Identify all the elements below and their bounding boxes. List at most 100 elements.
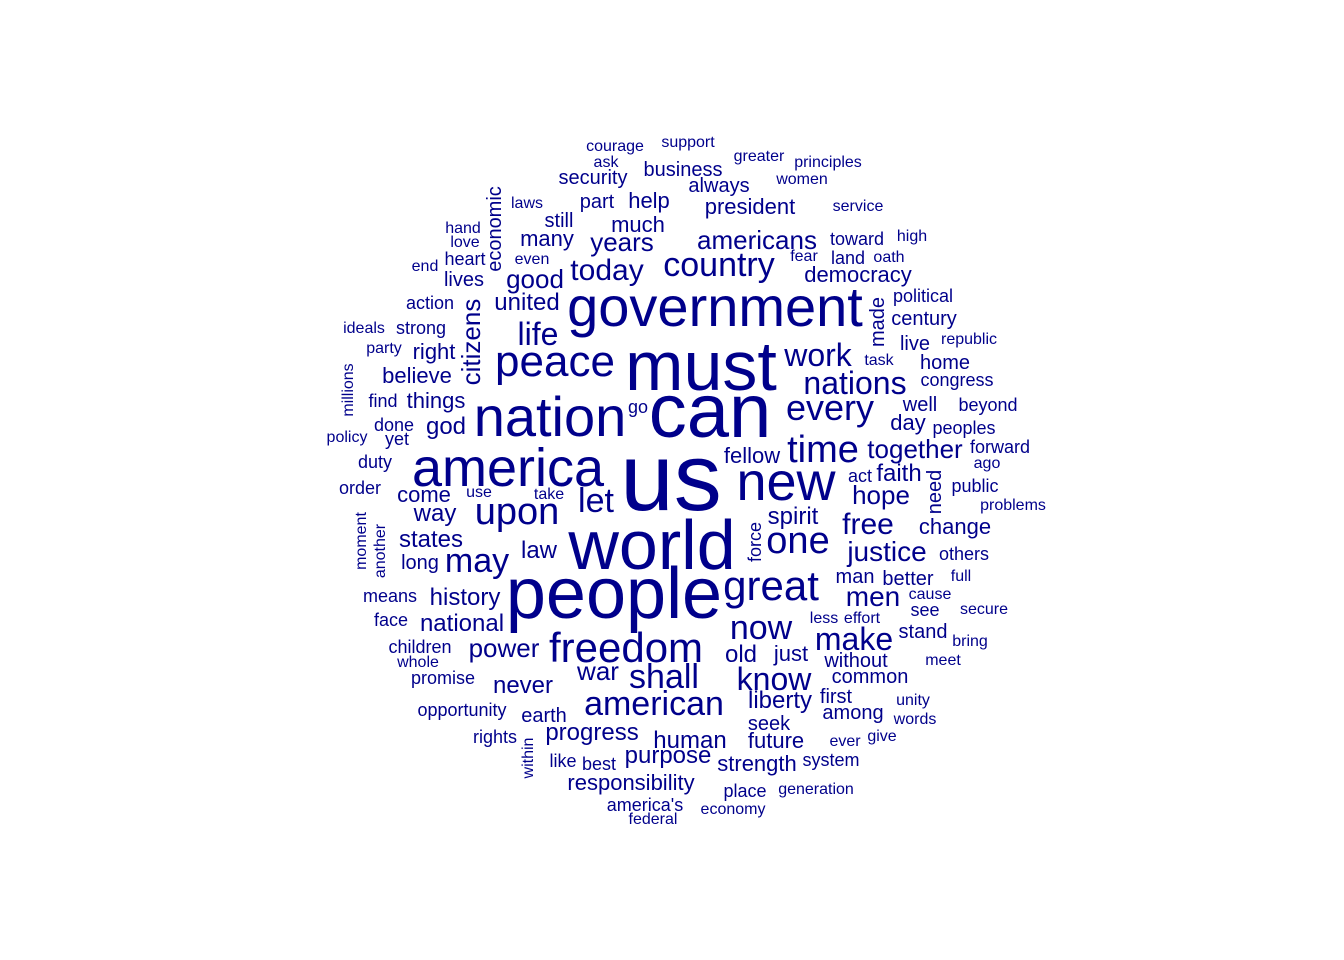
word-effort: effort — [843, 610, 881, 627]
word-long: long — [401, 552, 439, 574]
word-fear: fear — [790, 248, 818, 265]
word-generation: generation — [778, 781, 854, 798]
word-millions: millions — [340, 363, 357, 417]
word-stand: stand — [898, 621, 948, 643]
word-face: face — [373, 610, 409, 630]
word-good: good — [506, 264, 564, 294]
word-must: must — [625, 327, 777, 405]
word-now: now — [729, 609, 793, 647]
word-every: every — [785, 387, 875, 428]
word-yet: yet — [384, 429, 410, 449]
word-greater: greater — [733, 148, 785, 165]
word-high: high — [896, 228, 928, 245]
word-never: never — [492, 672, 554, 699]
word-duty: duty — [357, 452, 393, 472]
word-may: may — [444, 542, 510, 580]
word-can: can — [648, 369, 772, 454]
word-men: men — [845, 581, 901, 612]
word-america: america — [411, 438, 605, 498]
word-work: work — [784, 337, 852, 373]
word-many: many — [520, 226, 574, 251]
word-citizens: citizens — [456, 298, 486, 386]
word-nation: nation — [473, 385, 627, 448]
word-words: words — [893, 711, 937, 728]
word-public: public — [951, 476, 999, 496]
word-full: full — [950, 568, 972, 585]
word-always: always — [688, 175, 750, 197]
word-republic: republic — [940, 331, 998, 348]
word-another: another — [372, 523, 389, 579]
word-economy: economy — [700, 801, 766, 818]
word-whole: whole — [397, 654, 439, 671]
word-children: children — [388, 637, 452, 657]
word-government: government — [567, 275, 863, 338]
word-america-s: america's — [606, 795, 684, 815]
word-order: order — [338, 478, 382, 498]
word-come: come — [397, 482, 451, 507]
word-part: part — [579, 191, 615, 213]
word-principles: principles — [794, 154, 862, 171]
word-among: among — [822, 702, 884, 724]
word-ever: ever — [829, 733, 861, 750]
word-moment: moment — [353, 512, 370, 570]
word-promise: promise — [410, 668, 476, 688]
word-common: common — [831, 666, 909, 688]
word-unity: unity — [896, 692, 930, 709]
word-believe: believe — [382, 363, 452, 388]
word-cause: cause — [908, 586, 952, 603]
word-god: god — [425, 413, 467, 440]
word-united: united — [494, 289, 560, 316]
word-political: political — [892, 286, 954, 306]
word-faith: faith — [876, 460, 922, 487]
word-party: party — [366, 340, 402, 357]
word-democracy: democracy — [804, 262, 912, 287]
word-problems: problems — [980, 497, 1046, 514]
word-nations: nations — [803, 365, 907, 401]
word-law: law — [520, 537, 558, 564]
word-states: states — [398, 526, 464, 553]
word-act: act — [847, 466, 873, 486]
word-american: american — [584, 685, 724, 723]
word-liberty: liberty — [747, 687, 813, 714]
word-together: together — [867, 434, 963, 464]
word-hand: hand — [445, 220, 481, 237]
word-others: others — [938, 544, 990, 564]
word-land: land — [830, 248, 866, 268]
word-economic: economic — [484, 186, 506, 272]
word-go: go — [627, 397, 649, 417]
word-task: task — [864, 352, 894, 369]
word-way: way — [413, 500, 457, 527]
word-things: things — [406, 388, 466, 413]
word-progress: progress — [545, 719, 639, 746]
word-bring: bring — [952, 633, 988, 650]
word-great: great — [723, 562, 819, 609]
word-see: see — [910, 600, 940, 620]
word-system: system — [802, 750, 860, 770]
word-purpose: purpose — [624, 742, 712, 769]
word-security: security — [558, 167, 628, 189]
word-help: help — [628, 188, 670, 213]
word-today: today — [570, 254, 644, 287]
word-made: made — [867, 296, 889, 348]
word-secure: secure — [959, 601, 1009, 618]
word-war: war — [577, 656, 619, 686]
word-let: let — [578, 482, 614, 520]
word-just: just — [773, 641, 809, 666]
word-place: place — [723, 781, 767, 801]
word-use: use — [466, 484, 492, 501]
word-know: know — [736, 661, 812, 697]
word-still: still — [544, 210, 574, 232]
word-years: years — [590, 227, 654, 257]
word-best: best — [581, 754, 617, 774]
word-live: live — [899, 333, 931, 355]
word-less: less — [809, 610, 839, 627]
word-done: done — [373, 415, 415, 435]
word-responsibility: responsibility — [567, 770, 695, 795]
word-ask: ask — [593, 154, 619, 171]
word-well: well — [902, 394, 938, 416]
word-federal: federal — [628, 811, 678, 828]
word-life: life — [517, 316, 559, 352]
word-strength: strength — [717, 751, 797, 776]
word-free: free — [842, 508, 894, 541]
